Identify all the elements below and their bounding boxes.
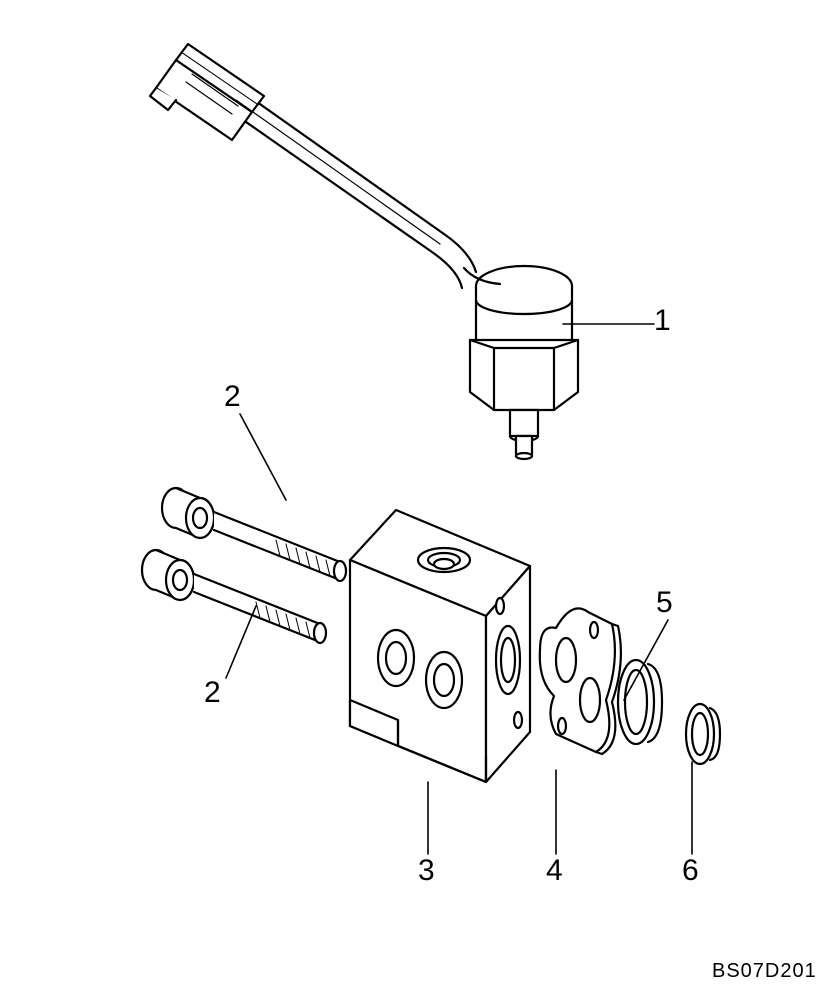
- callout-5: 5: [656, 586, 673, 620]
- callout-3: 3: [418, 854, 435, 888]
- exploded-svg: [0, 0, 836, 1000]
- callout-2-lower: 2: [204, 676, 221, 710]
- part-4-gasket: [540, 608, 621, 754]
- document-id: BS07D201: [712, 960, 817, 983]
- part-2-bolts: [142, 488, 346, 643]
- diagram-canvas: 1 2 2 3 4 5 6 BS07D201: [0, 0, 836, 1000]
- part-6-oring-small: [686, 704, 720, 764]
- callout-1: 1: [654, 304, 671, 338]
- callout-4: 4: [546, 854, 563, 888]
- part-3-block: [350, 510, 530, 782]
- part-5-oring-large: [618, 660, 662, 744]
- callout-6: 6: [682, 854, 699, 888]
- part-1-sensor: [150, 44, 578, 459]
- callout-2-upper: 2: [224, 380, 241, 414]
